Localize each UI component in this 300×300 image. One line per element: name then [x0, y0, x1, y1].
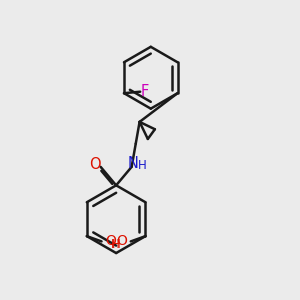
Text: H: H	[112, 238, 121, 251]
Text: H: H	[138, 159, 147, 172]
Text: O: O	[105, 234, 116, 248]
Text: H: H	[111, 238, 120, 251]
Text: O: O	[116, 234, 127, 248]
Text: N: N	[128, 156, 139, 171]
Text: F: F	[141, 84, 149, 99]
Text: O: O	[89, 157, 101, 172]
